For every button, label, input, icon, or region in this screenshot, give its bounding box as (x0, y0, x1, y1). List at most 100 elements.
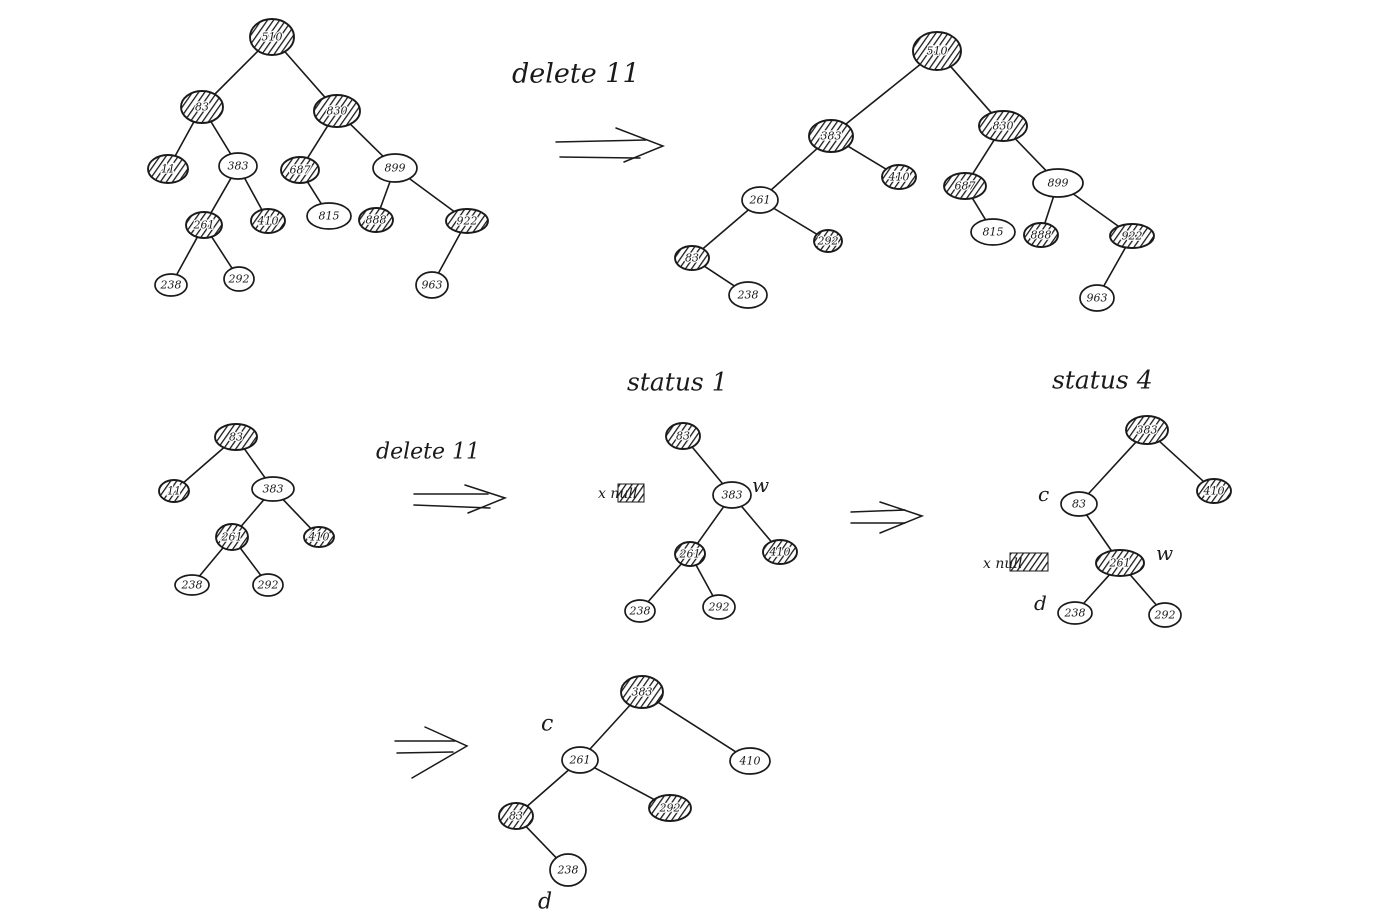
node-circle (943, 172, 987, 200)
black-node-261: 261 (185, 211, 223, 239)
red-node-238: 238 (174, 574, 210, 596)
tree-edge (379, 179, 392, 211)
node-circle (1148, 602, 1182, 628)
tree-panels: 510 83 830 11 383 687 899 261 410 815 888 922 238 292… (147, 18, 1232, 887)
node-label: 899 (1048, 177, 1069, 190)
node-circle (741, 186, 779, 214)
status4-label: status 4 (1052, 366, 1153, 395)
node-label: 922 (1122, 230, 1143, 243)
node-circle (185, 211, 223, 239)
tree-edge (769, 205, 820, 237)
node-circle (624, 599, 656, 623)
node-label: 11 (161, 163, 175, 176)
node-label: 383 (228, 160, 249, 173)
tree-edge (282, 49, 328, 101)
node-label: 238 (629, 605, 651, 618)
node-label: 83 (509, 810, 523, 823)
tree-edge (690, 444, 725, 487)
tree-edge (209, 234, 234, 271)
tree-edge (948, 63, 995, 117)
tree-edge (242, 446, 268, 481)
tree-edge (694, 563, 715, 598)
node-label: 383 (821, 130, 842, 143)
null-leaf-scribble-1 (617, 483, 645, 503)
black-node-410: 410 (303, 526, 335, 548)
black-node-510: 510 (249, 18, 295, 56)
node-label: 899 (385, 162, 406, 175)
black-node-922: 922 (445, 208, 489, 234)
red-node-292: 292 (1148, 602, 1182, 628)
node-label: 292 (817, 235, 839, 248)
node-label: 383 (263, 483, 284, 496)
node-label: 261 (221, 531, 243, 544)
tree-p2-status4: 383 83 410 261 238 292 (1057, 415, 1232, 628)
red-node-383: 383 (712, 481, 752, 509)
node-label: 83 (676, 430, 690, 443)
x-null-label-status1: x null (598, 486, 637, 502)
node-label: 238 (557, 864, 579, 877)
node-label: 238 (160, 279, 182, 292)
black-node-830: 830 (313, 94, 361, 128)
node-circle (912, 31, 962, 71)
red-node-383: 383 (218, 152, 258, 180)
black-node-11: 11 (158, 479, 190, 503)
node-label: 815 (319, 210, 340, 223)
tree-edge (238, 546, 263, 578)
red-node-815: 815 (970, 218, 1016, 246)
tree-edge (437, 230, 463, 275)
node-label: 83 (229, 431, 243, 444)
null-leaf-scribble-2 (1009, 552, 1049, 572)
node-label: 292 (708, 601, 730, 614)
tree-edge (768, 145, 821, 193)
node-label: 815 (983, 226, 1004, 239)
black-node-410: 410 (250, 208, 286, 234)
node-circle (249, 18, 295, 56)
arrow-bottom (394, 726, 469, 779)
tree-edge (1102, 245, 1128, 289)
tree-p1-after: 510 383 830 261 410 687 899 83 292 815 888 922 238 96… (674, 31, 1155, 312)
node-label: 83 (685, 252, 699, 265)
red-node-383: 383 (251, 476, 295, 502)
node-circle (358, 207, 394, 233)
tree-edge (280, 496, 314, 531)
red-node-292: 292 (252, 573, 284, 597)
red-node-261: 261 (741, 186, 779, 214)
node-label: 83 (1072, 498, 1086, 511)
tree-edge (404, 175, 459, 216)
node-label: 410 (739, 755, 761, 768)
node-circle (1032, 168, 1084, 198)
black-node-922: 922 (1109, 223, 1155, 249)
tree-edge (523, 824, 559, 860)
tree-edge (173, 119, 196, 159)
node-label: 383 (1137, 424, 1158, 437)
node-circle (1023, 222, 1059, 248)
node-circle (147, 154, 189, 184)
c-label-final: c (541, 712, 553, 737)
node-circle (250, 208, 286, 234)
node-circle (180, 90, 224, 124)
black-node-83: 83 (214, 423, 258, 451)
tree-edge (1043, 194, 1055, 225)
node-label: 963 (422, 279, 443, 292)
tree-p2-before: 83 11 383 261 410 238 292 (158, 423, 335, 597)
tree-edge (209, 119, 233, 157)
node-label: 261 (749, 194, 771, 207)
tree-edge (175, 235, 199, 277)
tree-p1-before: 510 83 830 11 383 687 899 261 410 815 888 922 238 292… (147, 18, 489, 299)
tree-edge (305, 179, 324, 207)
node-label: 963 (1087, 292, 1108, 305)
tree-edge (695, 504, 726, 546)
node-circle (306, 202, 352, 230)
tree-edge (305, 123, 330, 161)
black-node-83: 83 (498, 802, 534, 830)
node-circle (674, 245, 710, 271)
red-node-238: 238 (624, 599, 656, 623)
node-label: 830 (993, 120, 1014, 133)
node-label: 292 (228, 273, 250, 286)
delete-label-middle: delete 11 (376, 440, 480, 465)
node-label: 261 (193, 219, 215, 232)
node-circle (665, 422, 701, 450)
node-label: 261 (569, 754, 591, 767)
node-circle (978, 110, 1028, 142)
